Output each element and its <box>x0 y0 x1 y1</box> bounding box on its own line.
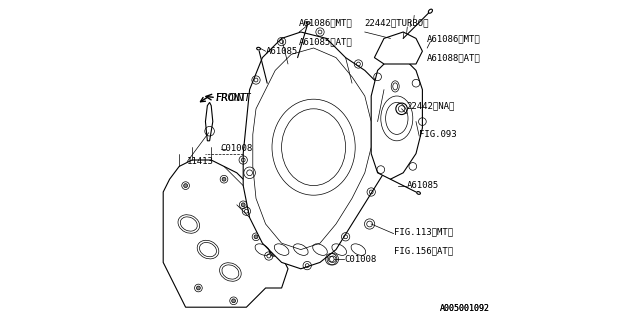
Text: A61086〈MT〉: A61086〈MT〉 <box>300 18 353 27</box>
Text: A61085: A61085 <box>266 47 298 56</box>
Text: FIG.093: FIG.093 <box>419 130 457 139</box>
Text: C01008: C01008 <box>344 255 376 264</box>
Text: 22442〈NA〉: 22442〈NA〉 <box>406 101 455 110</box>
Text: FIG.113〈MT〉: FIG.113〈MT〉 <box>394 228 452 236</box>
Polygon shape <box>163 160 288 307</box>
Circle shape <box>254 235 258 239</box>
Text: A005001092: A005001092 <box>440 304 490 313</box>
Text: A61085〈AT〉: A61085〈AT〉 <box>300 37 353 46</box>
Circle shape <box>241 203 245 207</box>
Polygon shape <box>243 32 390 269</box>
Circle shape <box>196 286 200 290</box>
Polygon shape <box>371 58 422 179</box>
Text: A61086〈MT〉: A61086〈MT〉 <box>428 34 481 43</box>
Circle shape <box>222 177 226 181</box>
Text: 22442〈TURBO〉: 22442〈TURBO〉 <box>365 18 429 27</box>
Text: A005001092: A005001092 <box>440 304 490 313</box>
Polygon shape <box>205 102 212 141</box>
Circle shape <box>184 184 188 188</box>
Text: FIG.156〈AT〉: FIG.156〈AT〉 <box>394 247 452 256</box>
Text: C01008: C01008 <box>221 144 253 153</box>
Text: A61088〈AT〉: A61088〈AT〉 <box>428 53 481 62</box>
Circle shape <box>232 299 236 303</box>
Text: A61085: A61085 <box>406 181 438 190</box>
Text: FRONT: FRONT <box>216 92 252 103</box>
Text: 11413: 11413 <box>187 157 214 166</box>
Text: FRONT: FRONT <box>216 92 247 103</box>
Polygon shape <box>374 32 422 64</box>
